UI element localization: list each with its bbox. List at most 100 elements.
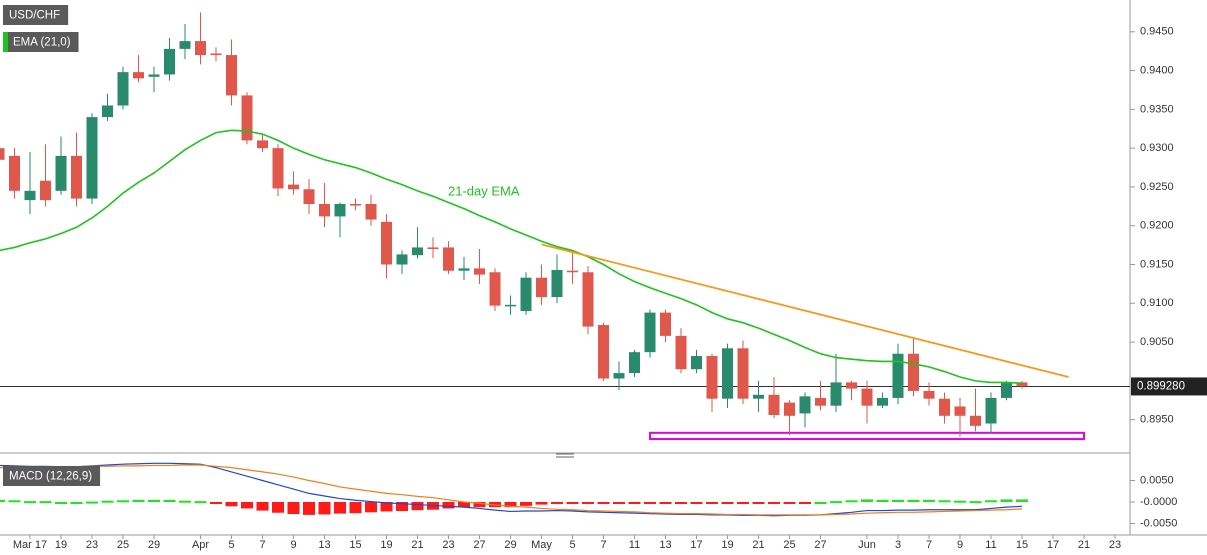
histogram-bar [318, 501, 331, 515]
histogram-bar [163, 499, 176, 502]
candle-body [629, 352, 640, 374]
histogram-bar [923, 499, 935, 502]
trendline [541, 243, 1069, 378]
candle-body [970, 415, 981, 426]
candle-body [939, 398, 950, 416]
x-tick-label: 15 [349, 539, 361, 551]
candle-body [0, 148, 5, 160]
macd-line [0, 464, 1023, 516]
candle-body [117, 72, 129, 106]
histogram-bar [132, 499, 145, 502]
x-tick-label: 21 [1078, 539, 1090, 551]
candle-body [179, 41, 191, 49]
candle-body [892, 353, 904, 398]
x-tick-label: 21 [752, 539, 764, 551]
histogram-bar [411, 501, 424, 511]
candle-body [815, 397, 826, 406]
candle-body [598, 325, 609, 379]
x-tick-label: 19 [721, 539, 733, 551]
candle-body [644, 312, 656, 353]
x-tick-label: 27 [814, 539, 826, 551]
histogram-bar [690, 501, 703, 504]
candle-body [334, 204, 346, 217]
histogram-bar [225, 501, 238, 507]
histogram-bar [628, 501, 641, 504]
histogram-bar [272, 501, 284, 513]
histogram-bar [380, 501, 393, 512]
candle-body [396, 254, 408, 265]
candle-body [846, 382, 857, 389]
candle-body [86, 117, 98, 199]
histogram-bar [535, 501, 548, 505]
x-tick-label: 23 [86, 539, 98, 551]
histogram-bar [334, 501, 346, 514]
x-tick-label: May [531, 539, 552, 551]
y-tick-label: 0.9350 [1140, 103, 1174, 115]
candle-body [9, 155, 20, 191]
legend-box: MACD (12,26,9) [3, 466, 101, 486]
y-tick-label: 0.9450 [1140, 26, 1174, 38]
histogram-bar [504, 501, 517, 508]
candle-body [350, 204, 361, 206]
x-tick-label: 7 [259, 539, 265, 551]
histogram-bar [1000, 499, 1013, 502]
histogram-bar [24, 501, 36, 504]
x-tick-label: 29 [148, 539, 160, 551]
histogram-bar [39, 501, 52, 504]
histogram-bar [256, 501, 269, 511]
candle-body [784, 402, 795, 416]
histogram-bar [101, 500, 114, 503]
x-tick-label: Jun [858, 539, 876, 551]
histogram-bar [721, 501, 734, 504]
histogram-bar [70, 501, 83, 504]
histogram-bar [55, 501, 67, 504]
y-tick-label: 0.9050 [1140, 336, 1174, 348]
y-tick-label: -0.0000 [1140, 496, 1177, 508]
histogram-bar [752, 501, 765, 504]
histogram-bar [737, 501, 749, 504]
x-tick-label: 11 [629, 539, 640, 551]
candle-body [489, 272, 501, 306]
x-tick-label: 11 [985, 539, 996, 551]
x-tick-label: 5 [569, 539, 575, 551]
legend-text: MACD (12,26,9) [9, 471, 92, 483]
candle-body [1001, 382, 1012, 398]
legend-box: EMA (21,0) [3, 32, 79, 52]
x-tick-label: 17 [1047, 539, 1059, 551]
x-tick-label: 13 [659, 539, 671, 551]
candle-body [1016, 382, 1028, 387]
candle-body [148, 74, 160, 77]
legend-background [3, 5, 69, 25]
legend-box: USD/CHF [3, 5, 69, 25]
candle-body [861, 388, 873, 406]
histogram-bar [458, 501, 470, 508]
histogram-bar [814, 501, 827, 504]
candle-body [102, 105, 113, 118]
histogram-bar [768, 501, 780, 504]
macd-line [0, 462, 1023, 517]
histogram-bar [194, 501, 207, 504]
candle-body [954, 406, 966, 416]
x-tick-label: 7 [926, 539, 932, 551]
x-tick-label: 3 [895, 539, 901, 551]
x-tick-label: Apr [192, 539, 209, 551]
histogram-bar [8, 500, 21, 503]
histogram-bar [396, 501, 408, 512]
histogram-bar [659, 501, 672, 504]
histogram-bar [303, 501, 315, 515]
histogram-bar [365, 501, 377, 513]
candle-body [474, 268, 485, 275]
histogram-bar [582, 501, 594, 504]
candle-body [520, 277, 532, 312]
histogram-bar [799, 501, 811, 504]
candle-body [195, 41, 206, 56]
histogram-bar [179, 500, 191, 503]
support-zone [649, 431, 1085, 441]
candle-body [365, 204, 377, 220]
candle-body [272, 148, 284, 189]
candle-body [427, 247, 439, 249]
x-tick-label: 25 [117, 539, 129, 551]
candle-body [288, 184, 299, 190]
histogram-bar [954, 500, 966, 503]
